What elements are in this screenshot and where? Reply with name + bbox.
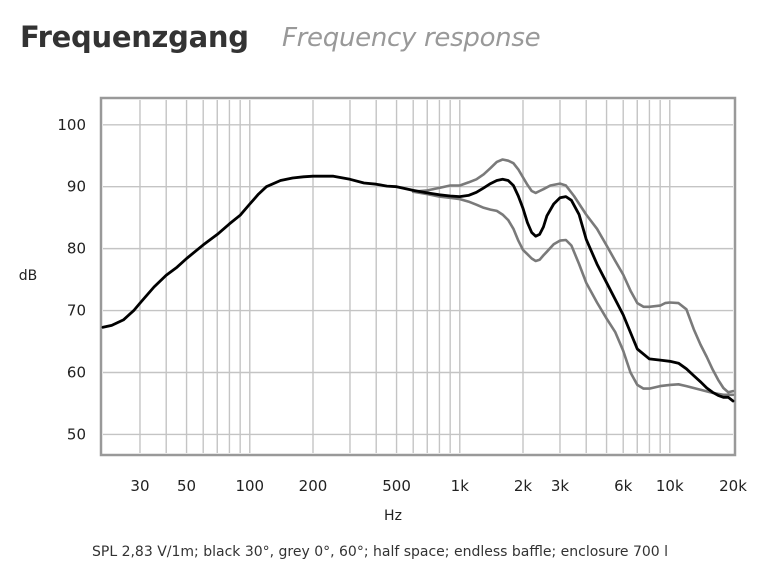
x-tick-label: 1k — [451, 477, 470, 495]
x-tick-label: 200 — [299, 477, 328, 495]
curves — [101, 158, 735, 403]
y-tick-label: 70 — [67, 302, 86, 320]
x-tick-label: 2k — [514, 477, 533, 495]
chart-title: Frequenzgang — [20, 20, 249, 54]
x-tick-label: 6k — [614, 477, 633, 495]
series-line-black — [101, 174, 735, 403]
x-tick-label: 100 — [235, 477, 264, 495]
plot-frame — [99, 96, 737, 457]
y-tick-label: 60 — [67, 363, 86, 381]
grid — [103, 100, 733, 453]
x-tick-label: 30 — [130, 477, 149, 495]
x-tick-label: 20k — [719, 477, 747, 495]
x-tick-label: 500 — [382, 477, 411, 495]
y-axis-label: dB — [19, 268, 38, 284]
series-line-grey — [411, 190, 735, 397]
y-tick-labels: 50 60 70 80 90 100 — [57, 116, 86, 444]
chart-subtitle: Frequency response — [282, 23, 541, 53]
x-tick-label: 3k — [551, 477, 570, 495]
x-tick-label: 50 — [177, 477, 196, 495]
y-tick-label: 50 — [67, 425, 86, 443]
y-tick-label: 80 — [67, 240, 86, 258]
x-tick-label: 10k — [656, 477, 684, 495]
x-axis-label: Hz — [384, 508, 402, 524]
y-tick-label: 100 — [57, 116, 86, 134]
y-tick-label: 90 — [67, 178, 86, 196]
chart-caption: SPL 2,83 V/1m; black 30°, grey 0°, 60°; … — [92, 544, 669, 560]
x-tick-labels: 30 50 100 200 500 1k 2k 3k 6k 10k 20k — [130, 477, 747, 495]
series-line-grey — [411, 158, 735, 394]
